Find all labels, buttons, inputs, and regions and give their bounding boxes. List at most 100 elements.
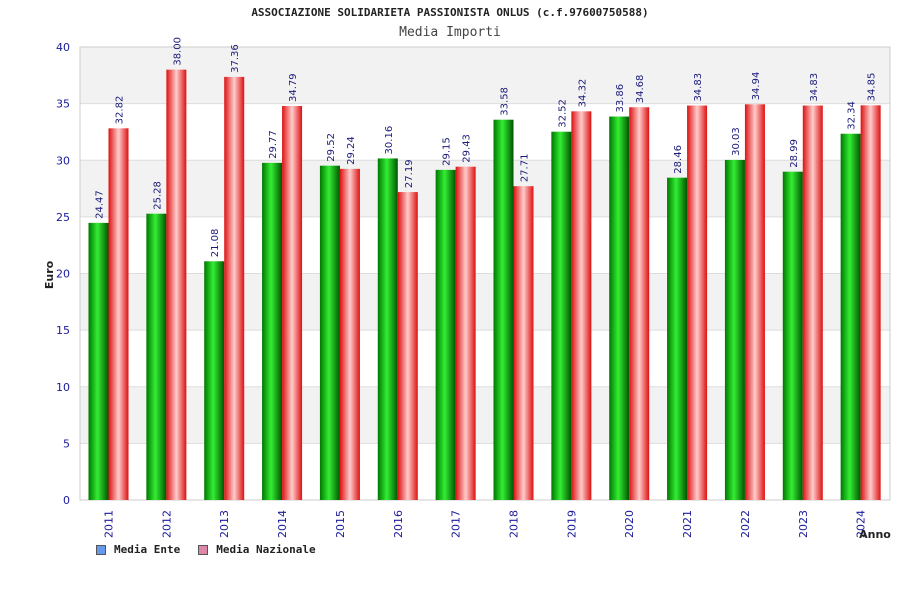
data-label-ente-2014: 29.77 xyxy=(268,130,279,159)
bar-nazionale-2022 xyxy=(744,104,765,500)
plot-band xyxy=(80,47,890,104)
bar-ente-2013 xyxy=(204,261,225,500)
data-label-nazionale-2018: 27.71 xyxy=(520,154,531,183)
x-tick-label-2017: 2017 xyxy=(450,510,463,538)
plot-band xyxy=(80,160,890,217)
y-tick-label: 40 xyxy=(56,41,70,54)
bar-ente-2023 xyxy=(782,171,803,501)
x-tick-label-2014: 2014 xyxy=(276,510,289,538)
legend: Media Ente Media Nazionale xyxy=(96,543,334,556)
bar-ente-2011 xyxy=(88,222,109,500)
bar-nazionale-2013 xyxy=(224,76,245,500)
x-tick-label-2023: 2023 xyxy=(797,510,810,538)
x-tick-label-2011: 2011 xyxy=(103,510,116,538)
legend-label-ente: Media Ente xyxy=(114,543,181,556)
bar-ente-2018 xyxy=(493,119,514,501)
bar-nazionale-2017 xyxy=(455,166,476,500)
legend-label-nazionale: Media Nazionale xyxy=(216,543,316,556)
y-tick-label: 30 xyxy=(56,154,70,167)
data-label-ente-2011: 24.47 xyxy=(95,190,106,219)
y-axis-label: Euro xyxy=(43,260,56,289)
bar-nazionale-2020 xyxy=(629,107,650,501)
data-label-ente-2019: 32.52 xyxy=(557,99,568,128)
x-tick-label-2019: 2019 xyxy=(565,510,578,538)
data-label-nazionale-2022: 34.94 xyxy=(751,72,762,101)
x-tick-label-2013: 2013 xyxy=(218,510,231,538)
data-label-nazionale-2014: 34.79 xyxy=(288,73,299,102)
bar-nazionale-2015 xyxy=(339,168,360,500)
data-label-ente-2024: 32.34 xyxy=(847,101,858,130)
data-label-nazionale-2019: 34.32 xyxy=(577,79,588,108)
bar-nazionale-2019 xyxy=(571,111,592,501)
data-label-nazionale-2016: 27.19 xyxy=(404,159,415,188)
x-tick-label-2018: 2018 xyxy=(508,510,521,538)
x-tick-label-2012: 2012 xyxy=(160,510,173,538)
data-label-ente-2012: 25.28 xyxy=(152,181,163,210)
bar-ente-2016 xyxy=(377,158,398,501)
data-label-ente-2018: 33.58 xyxy=(500,87,511,116)
bar-ente-2012 xyxy=(146,213,167,501)
data-label-nazionale-2020: 34.68 xyxy=(635,75,646,104)
y-tick-label: 0 xyxy=(63,494,70,507)
y-tick-label: 15 xyxy=(56,324,70,337)
bar-nazionale-2014 xyxy=(282,106,303,501)
data-label-nazionale-2013: 37.36 xyxy=(230,44,241,73)
x-tick-label-2015: 2015 xyxy=(334,510,347,538)
plot-band xyxy=(80,386,890,444)
chart-title: ASSOCIAZIONE SOLIDARIETA PASSIONISTA ONL… xyxy=(251,6,649,19)
bar-ente-2015 xyxy=(319,165,340,500)
y-tick-label: 35 xyxy=(56,98,70,111)
plot-band xyxy=(80,443,890,500)
bar-ente-2022 xyxy=(724,159,745,500)
plot-band xyxy=(80,273,890,331)
plot-band xyxy=(80,216,890,274)
bar-ente-2014 xyxy=(262,162,283,501)
bar-nazionale-2023 xyxy=(802,105,823,501)
data-label-ente-2015: 29.52 xyxy=(326,133,337,162)
data-label-nazionale-2012: 38.00 xyxy=(172,37,183,66)
bar-ente-2017 xyxy=(435,169,456,500)
data-label-ente-2023: 28.99 xyxy=(789,139,800,168)
data-label-ente-2017: 29.15 xyxy=(442,137,453,166)
plot-band xyxy=(80,103,890,161)
data-label-nazionale-2011: 32.82 xyxy=(115,96,126,125)
x-tick-label-2020: 2020 xyxy=(623,510,636,538)
data-label-ente-2022: 30.03 xyxy=(731,127,742,156)
bar-nazionale-2021 xyxy=(687,105,708,501)
bar-ente-2021 xyxy=(667,177,688,501)
data-label-ente-2013: 21.08 xyxy=(210,229,221,258)
y-tick-label: 20 xyxy=(56,268,70,281)
y-tick-label: 5 xyxy=(63,437,70,450)
legend-item-media-nazionale: Media Nazionale xyxy=(198,543,316,556)
bar-ente-2019 xyxy=(551,131,572,500)
bar-ente-2024 xyxy=(840,133,861,500)
data-label-nazionale-2017: 29.43 xyxy=(462,134,473,163)
data-label-nazionale-2021: 34.83 xyxy=(693,73,704,102)
data-label-nazionale-2015: 29.24 xyxy=(346,136,357,165)
x-tick-label-2022: 2022 xyxy=(739,510,752,538)
x-tick-label-2021: 2021 xyxy=(681,510,694,538)
bar-nazionale-2016 xyxy=(397,192,418,501)
bar-ente-2020 xyxy=(609,116,630,501)
plot-band xyxy=(80,330,890,387)
data-label-nazionale-2024: 34.85 xyxy=(867,73,878,102)
data-label-ente-2021: 28.46 xyxy=(673,145,684,174)
legend-item-media-ente: Media Ente xyxy=(96,543,180,556)
data-label-ente-2020: 33.86 xyxy=(615,84,626,113)
plot-frame xyxy=(79,46,891,501)
bar-nazionale-2012 xyxy=(166,69,187,501)
bar-nazionale-2018 xyxy=(513,186,534,500)
x-tick-label-2024: 2024 xyxy=(855,510,868,538)
data-label-ente-2016: 30.16 xyxy=(384,126,395,155)
legend-swatch-nazionale xyxy=(198,544,209,555)
bar-nazionale-2011 xyxy=(108,128,129,500)
bar-nazionale-2024 xyxy=(860,105,881,500)
y-tick-label: 25 xyxy=(56,211,70,224)
x-axis-label: Anno xyxy=(859,528,891,541)
data-label-nazionale-2023: 34.83 xyxy=(809,73,820,102)
x-tick-label-2016: 2016 xyxy=(392,510,405,538)
chart-subtitle: Media Importi xyxy=(399,25,501,40)
legend-swatch-ente xyxy=(96,544,106,555)
y-tick-label: 10 xyxy=(56,381,70,394)
